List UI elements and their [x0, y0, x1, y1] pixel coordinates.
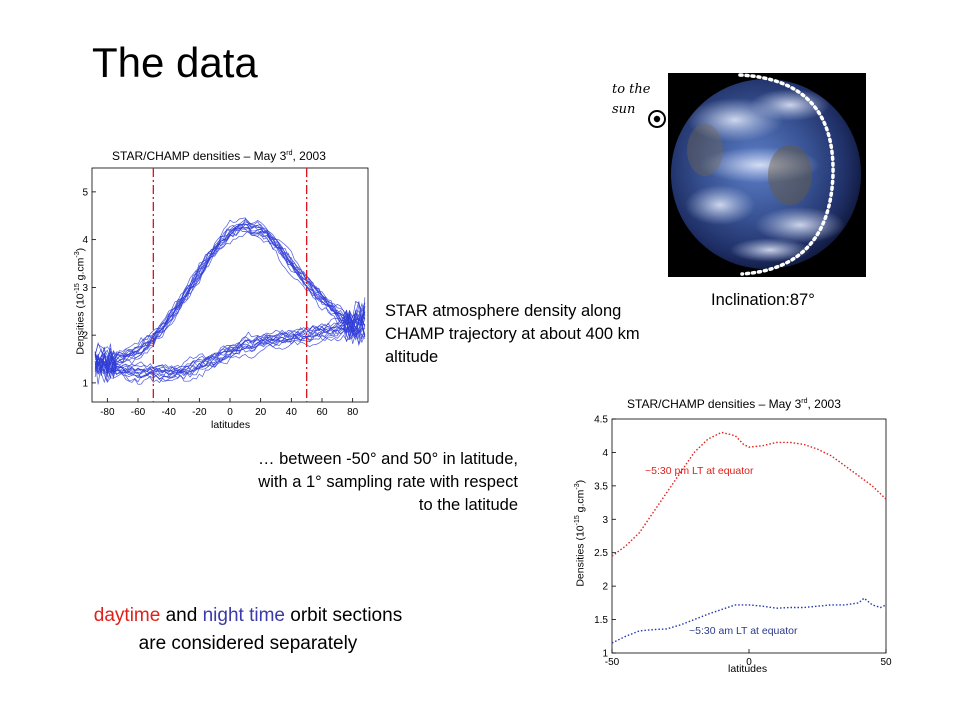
- chart2-ytick-label: 4: [602, 448, 608, 459]
- chart1-xtick-label: -20: [192, 407, 207, 418]
- chart1-plot-area: [91, 167, 369, 403]
- chart1-xlabel: latitudes: [211, 419, 251, 431]
- chart1-trace: [95, 301, 366, 378]
- chart1-title: STAR/CHAMP densities – May 3rd, 2003: [112, 149, 326, 163]
- note-daytime: daytime: [93, 605, 161, 626]
- chart1-trace: [94, 311, 366, 383]
- chart1-trace: [94, 309, 366, 377]
- note-rest: orbit sections are considered separately: [138, 605, 403, 654]
- chart1-trace: [94, 305, 366, 384]
- chart2-xtick-label: 0: [746, 657, 752, 668]
- chart2-ytick-label: 1.5: [594, 615, 608, 626]
- chart1-title-end: , 2003: [292, 149, 326, 163]
- chart2-ytick-label: 2.5: [594, 548, 608, 559]
- sun-label-line1: to the: [612, 82, 651, 97]
- chart2-xtick-label: -50: [605, 657, 620, 668]
- chart1-trace: [94, 223, 366, 364]
- earth-clouds: [685, 89, 845, 262]
- chart1-traces: [94, 217, 366, 385]
- chart1-xtick-label: -60: [131, 407, 146, 418]
- chart1-title-main: STAR/CHAMP densities – May 3: [112, 149, 287, 163]
- chart1-trace: [94, 302, 366, 379]
- chart2-title: STAR/CHAMP densities – May 3rd, 2003: [627, 397, 841, 411]
- chart2-title-sup: rd: [801, 398, 808, 405]
- chart1-xtick-label: 0: [227, 407, 233, 418]
- chart1-xtick-label: -40: [161, 407, 176, 418]
- chart1-xtick-label: 20: [255, 407, 267, 418]
- chart2-title-end: , 2003: [807, 397, 841, 411]
- chart2-title-main: STAR/CHAMP densities – May 3: [627, 397, 802, 411]
- chart1-ytick-label: 2: [82, 331, 88, 342]
- chart1-trace: [94, 219, 366, 374]
- chart2-xtick-label: 50: [880, 657, 892, 668]
- chart1-xtick-label: 60: [316, 407, 328, 418]
- chart2-ytick-label: 3.5: [594, 481, 608, 492]
- chart2-series-day: [611, 431, 887, 557]
- chart1: -80 -60 -40 -20 0 20 40 60 80 1 2 3 4 5: [82, 167, 369, 418]
- chart1-trace: [94, 307, 366, 379]
- chart2-ytick-label: 2: [602, 582, 608, 593]
- chart2-ytick-label: 1: [602, 649, 608, 660]
- chart1-trace: [94, 225, 366, 369]
- description-trajectory: STAR atmosphere density along CHAMP traj…: [385, 302, 640, 366]
- chart2-plot-area: [611, 418, 887, 654]
- chart1-trace: [94, 304, 365, 378]
- chart1-trace: [94, 223, 366, 375]
- slide-title: The data: [92, 39, 258, 86]
- note-night-time: night time: [202, 605, 285, 626]
- chart1-ytick-label: 3: [82, 283, 88, 294]
- description-latitude-range: … between -50° and 50° in latitude, with…: [258, 450, 518, 514]
- note-and: and: [160, 605, 203, 626]
- chart2-xlabel: latitudes: [728, 663, 768, 675]
- chart1-title-sup: rd: [286, 150, 293, 157]
- chart1-trace: [94, 230, 366, 375]
- chart1-xtick-label: 80: [347, 407, 359, 418]
- sun-label: to the sun: [612, 80, 650, 120]
- inclination-label: Inclination:87°: [711, 291, 815, 309]
- chart1-trace: [94, 306, 366, 379]
- chart1-xtick-label: -80: [100, 407, 115, 418]
- chart1-ytick-label: 4: [82, 235, 88, 246]
- chart1-xtick-label: 40: [286, 407, 298, 418]
- chart2-series-night: [611, 597, 887, 644]
- sun-icon: [648, 110, 666, 128]
- earth-image: [668, 73, 866, 277]
- orbit-dotted-line: [738, 73, 835, 276]
- chart2-ytick-label: 4.5: [594, 415, 608, 426]
- day-night-note: daytime and night time orbit sections ar…: [92, 602, 404, 658]
- sun-label-line2: sun: [612, 102, 636, 117]
- chart2-label-day: ~5:30 pm LT at equator: [645, 465, 754, 477]
- chart2-ytick-label: 3: [602, 515, 608, 526]
- chart2-label-night: ~5:30 am LT at equator: [689, 625, 798, 637]
- chart2: ~5:30 pm LT at equator ~5:30 am LT at equ…: [594, 415, 892, 669]
- chart1-ytick-label: 1: [82, 378, 88, 389]
- chart1-ytick-label: 5: [82, 187, 88, 198]
